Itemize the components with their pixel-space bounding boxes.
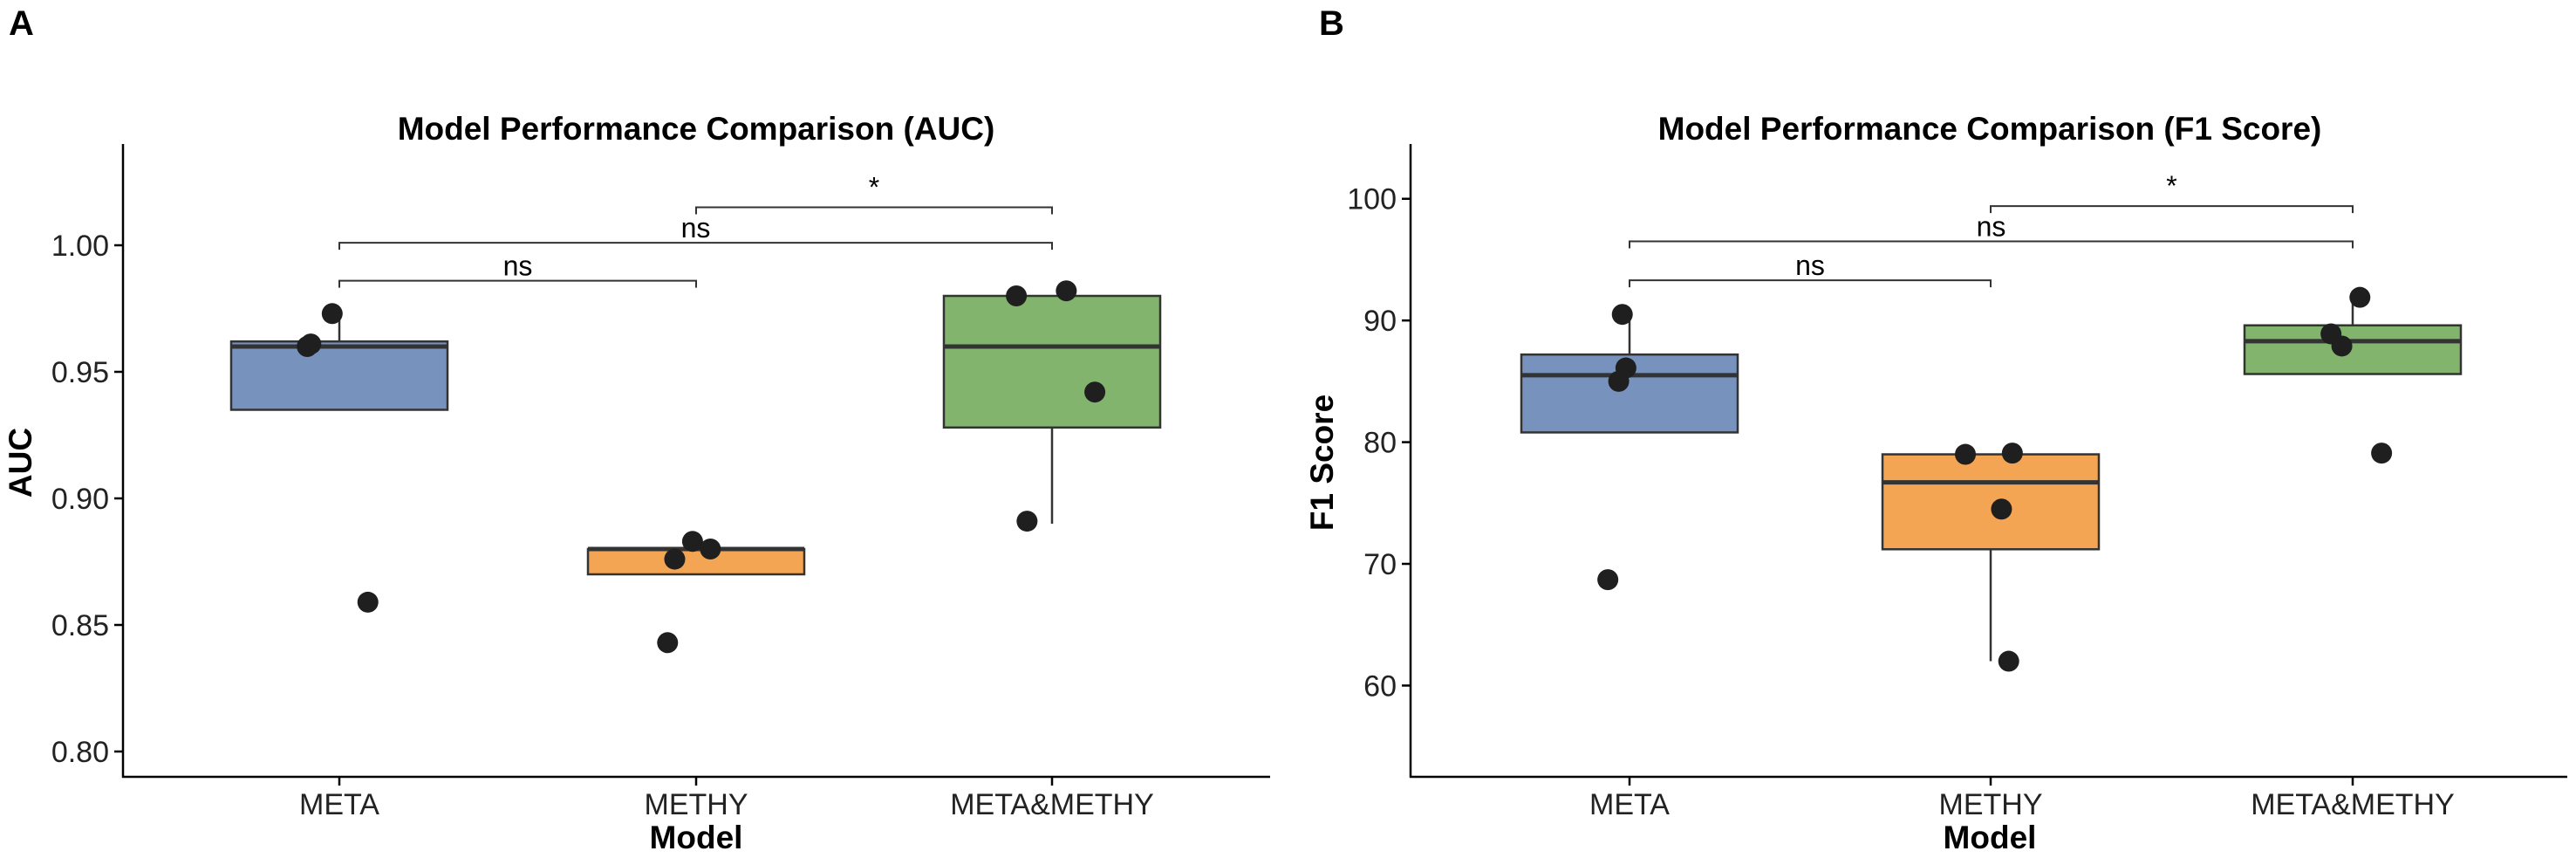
significance-brackets-a: ns ns * xyxy=(338,172,1053,288)
data-point-meta xyxy=(1608,370,1630,392)
significance-bracket xyxy=(1629,240,2354,249)
data-point-methy xyxy=(664,548,686,570)
significance-bracket xyxy=(1629,279,1992,288)
y-tick-label: 0.95 xyxy=(51,356,109,389)
y-axis-title-b: F1 Score xyxy=(1304,395,1340,531)
data-point-meta xyxy=(297,336,318,357)
y-tick-label: 0.90 xyxy=(51,483,109,516)
panel-b: B Model Performance Comparison (F1 Score… xyxy=(1304,4,2567,855)
x-tick-label-meta: META xyxy=(299,788,379,821)
data-point-meta-methy xyxy=(1006,285,1028,306)
x-axis-title-a: Model xyxy=(650,820,743,855)
data-point-methy xyxy=(681,531,703,553)
data-point-methy xyxy=(1991,498,2012,520)
y-tick-label: 80 xyxy=(1363,427,1397,460)
significance-bracket xyxy=(338,279,697,288)
significance-label: * xyxy=(2166,170,2176,202)
y-tick-label: 100 xyxy=(1347,183,1397,216)
x-tick-label-meta: META xyxy=(1589,788,1670,821)
box-meta-methy xyxy=(2243,324,2463,375)
y-tick-label: 60 xyxy=(1363,669,1397,703)
box-meta-methy xyxy=(942,294,1162,429)
y-tick-label: 1.00 xyxy=(51,230,109,263)
data-point-meta xyxy=(321,303,343,325)
panel-a: A Model Performance Comparison (AUC) Mod… xyxy=(3,4,1270,855)
data-point-meta-methy xyxy=(2349,286,2371,308)
boxplots-a xyxy=(229,294,1162,576)
box-meta xyxy=(229,340,449,411)
data-point-methy xyxy=(700,539,721,559)
data-points-a xyxy=(297,280,1106,654)
y-tick-label: 0.85 xyxy=(51,609,109,642)
x-tick-label-methy: METHY xyxy=(1939,788,2043,821)
significance-brackets-b: ns ns * xyxy=(1629,170,2354,288)
y-tick-label: 70 xyxy=(1363,548,1397,581)
data-points-b xyxy=(1597,286,2393,672)
data-point-methy xyxy=(1955,443,1977,465)
data-point-methy xyxy=(2001,443,2023,464)
significance-bracket xyxy=(338,242,1053,251)
panel-letter-b: B xyxy=(1319,4,1344,43)
data-point-meta-methy xyxy=(1084,381,1106,403)
x-tick-label-methy: METHY xyxy=(645,788,748,821)
x-tick-label-meta-methy: META&METHY xyxy=(2251,788,2455,821)
box-methy xyxy=(586,547,806,576)
data-point-meta-methy xyxy=(2371,443,2393,464)
x-axis-title-b: Model xyxy=(1944,820,2037,855)
chart-title-b: Model Performance Comparison (F1 Score) xyxy=(1658,111,2322,147)
data-point-methy xyxy=(1998,650,2019,672)
y-axis-title-a: AUC xyxy=(3,428,38,498)
data-point-meta-methy xyxy=(1056,280,1077,302)
significance-label: ns xyxy=(1795,250,1825,281)
axis-ticks-b: 60 70 80 90 100 META METHY META&METHY xyxy=(1347,183,2455,821)
data-point-methy xyxy=(657,632,679,654)
data-point-meta-methy xyxy=(2331,335,2353,357)
chart-title-a: Model Performance Comparison (AUC) xyxy=(398,111,995,147)
axis-ticks-a: 0.80 0.85 0.90 0.95 1.00 META METHY META&METHY xyxy=(51,230,1154,821)
box-methy xyxy=(1881,453,2101,551)
significance-label: * xyxy=(869,172,879,203)
y-tick-label: 0.80 xyxy=(51,736,109,769)
significance-label: ns xyxy=(503,251,533,282)
significance-bracket xyxy=(1990,205,2354,214)
significance-label: ns xyxy=(1977,211,2006,243)
data-point-meta-methy xyxy=(1016,511,1038,532)
y-tick-label: 90 xyxy=(1363,305,1397,338)
data-point-meta xyxy=(357,591,379,613)
boxplots-b xyxy=(1520,297,2463,662)
panel-letter-a: A xyxy=(9,4,34,43)
x-tick-label-meta-methy: META&METHY xyxy=(950,788,1154,821)
data-point-meta xyxy=(1597,569,1619,591)
significance-bracket xyxy=(695,206,1053,215)
significance-label: ns xyxy=(681,212,711,244)
data-point-meta xyxy=(1611,304,1633,326)
